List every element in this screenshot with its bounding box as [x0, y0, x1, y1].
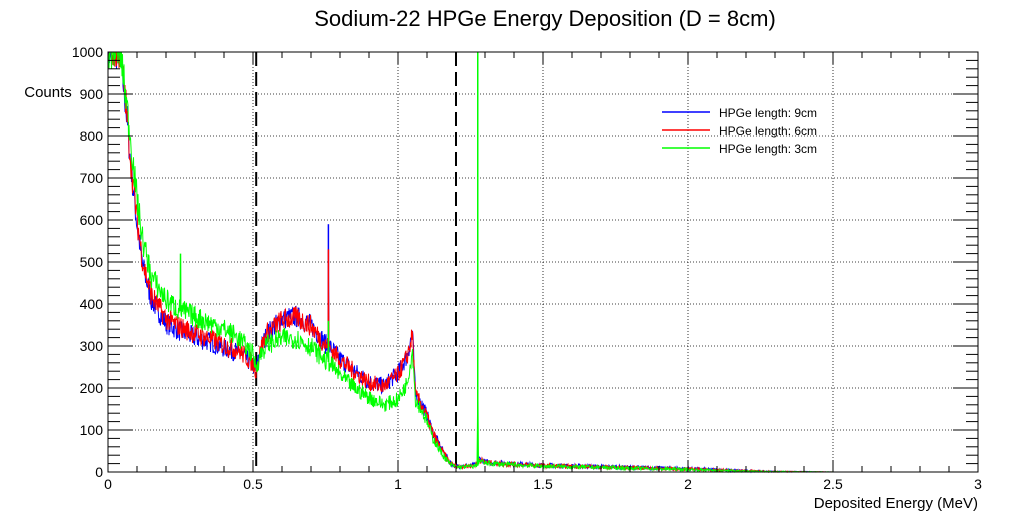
- y-tick-label: 400: [80, 296, 104, 312]
- x-tick-label: 3: [974, 476, 982, 492]
- legend: HPGe length: 9cm HPGe length: 6cm HPGe l…: [662, 106, 817, 156]
- y-tick-label: 500: [80, 254, 104, 270]
- y-tick-label: 900: [80, 86, 104, 102]
- legend-label-6cm: HPGe length: 6cm: [719, 124, 817, 138]
- x-tick-label: 0.5: [243, 476, 263, 492]
- ticks: [107, 51, 979, 473]
- chart-title: Sodium-22 HPGe Energy Deposition (D = 8c…: [314, 6, 776, 31]
- x-tick-label: 2: [684, 476, 692, 492]
- y-tick-label: 1000: [72, 44, 103, 60]
- y-tick-label: 200: [80, 380, 104, 396]
- y-tick-label: 300: [80, 338, 104, 354]
- x-tick-label: 2.5: [823, 476, 843, 492]
- y-axis-label: Counts: [24, 84, 72, 101]
- y-tick-label: 100: [80, 422, 104, 438]
- tick-labels: 0 0.5 1 1.5 2 2.5 3 0 100 200 300 400 500 600 700 800 90…: [72, 44, 982, 492]
- y-tick-label: 700: [80, 170, 104, 186]
- x-tick-label: 1.5: [533, 476, 553, 492]
- grid: [108, 52, 978, 472]
- y-tick-label: 800: [80, 128, 104, 144]
- legend-label-3cm: HPGe length: 3cm: [719, 142, 817, 156]
- y-tick-label: 0: [95, 464, 103, 480]
- legend-label-9cm: HPGe length: 9cm: [719, 106, 817, 120]
- x-tick-label: 0: [104, 476, 112, 492]
- x-axis-label: Deposited Energy (MeV): [814, 495, 978, 512]
- x-tick-label: 1: [394, 476, 402, 492]
- vertical-markers: [255, 52, 457, 472]
- y-tick-label: 600: [80, 212, 104, 228]
